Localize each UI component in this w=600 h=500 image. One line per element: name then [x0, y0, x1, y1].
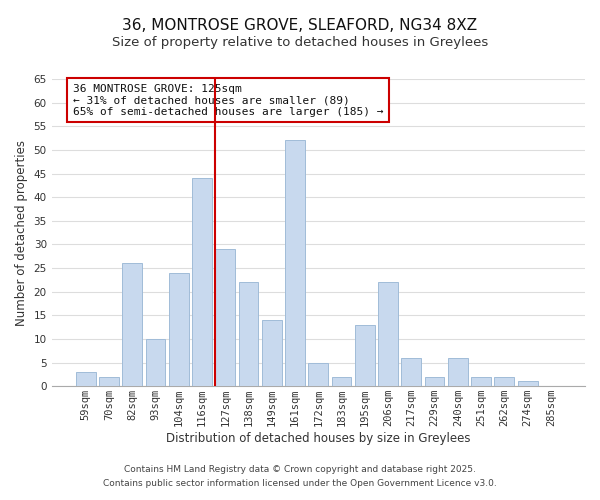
- Bar: [169, 273, 188, 386]
- Bar: [285, 140, 305, 386]
- Y-axis label: Number of detached properties: Number of detached properties: [15, 140, 28, 326]
- Text: 36, MONTROSE GROVE, SLEAFORD, NG34 8XZ: 36, MONTROSE GROVE, SLEAFORD, NG34 8XZ: [122, 18, 478, 32]
- Bar: [76, 372, 95, 386]
- Bar: [239, 282, 259, 386]
- Bar: [262, 320, 282, 386]
- Bar: [378, 282, 398, 386]
- Bar: [355, 324, 375, 386]
- Bar: [146, 339, 166, 386]
- X-axis label: Distribution of detached houses by size in Greylees: Distribution of detached houses by size …: [166, 432, 470, 445]
- Bar: [518, 382, 538, 386]
- Bar: [425, 376, 445, 386]
- Text: Size of property relative to detached houses in Greylees: Size of property relative to detached ho…: [112, 36, 488, 49]
- Bar: [215, 249, 235, 386]
- Bar: [122, 264, 142, 386]
- Bar: [332, 376, 352, 386]
- Bar: [471, 376, 491, 386]
- Bar: [192, 178, 212, 386]
- Bar: [494, 376, 514, 386]
- Bar: [401, 358, 421, 386]
- Text: 36 MONTROSE GROVE: 125sqm
← 31% of detached houses are smaller (89)
65% of semi-: 36 MONTROSE GROVE: 125sqm ← 31% of detac…: [73, 84, 383, 117]
- Text: Contains HM Land Registry data © Crown copyright and database right 2025.
Contai: Contains HM Land Registry data © Crown c…: [103, 466, 497, 487]
- Bar: [448, 358, 468, 386]
- Bar: [99, 376, 119, 386]
- Bar: [308, 362, 328, 386]
